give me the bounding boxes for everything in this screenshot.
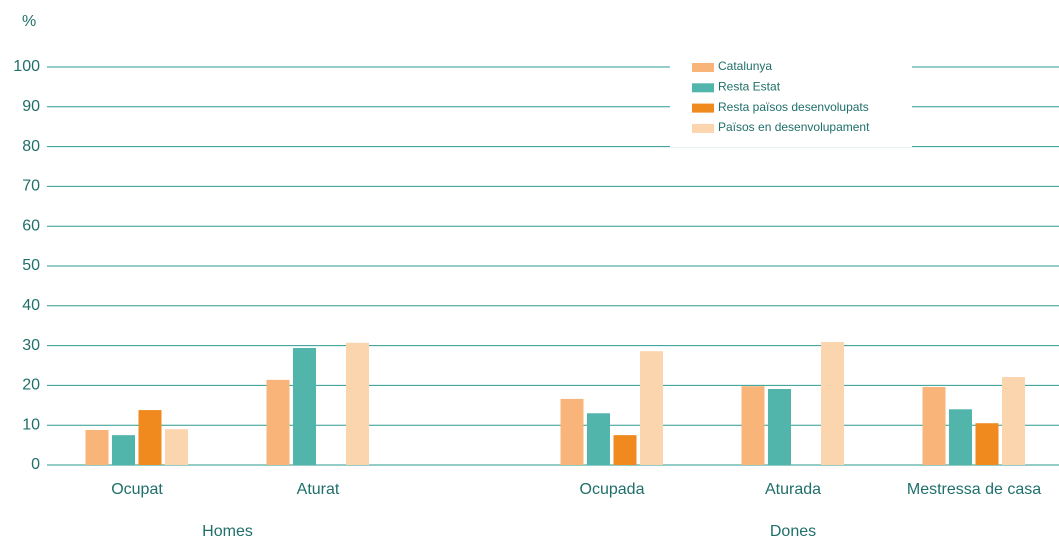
bar — [266, 379, 290, 465]
bar — [613, 435, 637, 465]
bar — [640, 351, 663, 465]
x-tick-label: Ocupat — [111, 481, 163, 498]
y-tick-label: 40 — [22, 297, 40, 314]
legend-swatch — [692, 83, 714, 93]
x-tick-label: Mestressa de casa — [907, 481, 1041, 498]
group-label: Dones — [770, 523, 816, 540]
bar — [741, 386, 765, 465]
legend-label: Catalunya — [718, 59, 772, 73]
y-axis-label: % — [22, 13, 36, 30]
group-label: Homes — [202, 523, 253, 540]
legend-swatch — [692, 63, 714, 72]
y-tick-label: 90 — [22, 98, 40, 115]
bar — [560, 398, 584, 465]
bar — [346, 342, 369, 465]
bar — [922, 386, 946, 465]
y-tick-label: 30 — [22, 337, 40, 354]
legend-label: Resta països desenvolupats — [718, 100, 869, 114]
y-tick-label: 10 — [22, 416, 40, 433]
x-tick-label: Aturada — [765, 481, 821, 498]
y-tick-label: 70 — [22, 178, 40, 195]
y-tick-label: 20 — [22, 377, 40, 394]
y-tick-label: 80 — [22, 138, 40, 155]
bar — [949, 409, 972, 465]
y-tick-label: 100 — [13, 58, 40, 75]
y-tick-label: 60 — [22, 217, 40, 234]
bar — [587, 413, 610, 465]
bar — [821, 342, 844, 465]
bar — [1002, 377, 1025, 465]
bar — [293, 347, 316, 465]
bar — [975, 423, 999, 465]
y-tick-label: 0 — [31, 456, 40, 473]
x-tick-label: Ocupada — [580, 481, 645, 498]
bar — [165, 429, 188, 465]
x-tick-label: Aturat — [297, 481, 340, 498]
legend-label: Països en desenvolupament — [718, 120, 870, 134]
bar — [138, 410, 162, 465]
legend-swatch — [692, 123, 714, 133]
y-tick-label: 50 — [22, 257, 40, 274]
legend-swatch — [692, 103, 714, 113]
bar — [768, 388, 791, 465]
legend-label: Resta Estat — [718, 79, 781, 93]
bar — [112, 435, 135, 465]
bar — [85, 429, 109, 465]
